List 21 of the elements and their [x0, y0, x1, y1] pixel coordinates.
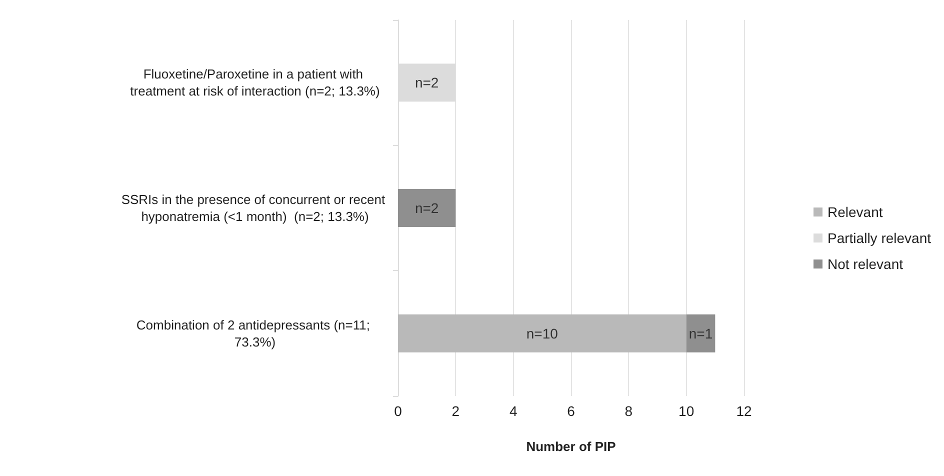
- y-tick-label: SSRIs in the presence of concurrent or recent hyponatremia (<1 month) (n=2; 13.3%): [121, 192, 389, 224]
- bar: [398, 314, 686, 352]
- bar: [686, 314, 716, 352]
- x-tick-label: 12: [736, 403, 752, 419]
- x-tick-label: 0: [394, 403, 402, 419]
- legend-label: Relevant: [828, 204, 883, 220]
- x-tick-label: 8: [624, 403, 633, 419]
- x-tick-label: 6: [567, 403, 576, 419]
- data-label: n=2: [414, 200, 439, 216]
- y-tick-label: Combination of 2 antidepressants (n=11; 73.3%): [136, 317, 374, 350]
- data-label: n=2: [414, 74, 439, 91]
- x-tick-label: 10: [678, 403, 694, 419]
- data-label: n=1: [688, 325, 713, 342]
- x-tick-label: 2: [452, 403, 460, 419]
- x-axis-title: Number of PIP: [526, 439, 616, 454]
- data-label: n=10: [526, 325, 558, 342]
- bar: [398, 189, 456, 227]
- y-tick-label: Fluoxetine/Paroxetine in a patient with treatment at risk of interaction (n=2; 13.3%): [130, 66, 380, 99]
- legend-label: Partially relevant: [828, 230, 932, 246]
- legend-label: Not relevant: [828, 256, 904, 272]
- x-tick-label: 4: [509, 403, 518, 419]
